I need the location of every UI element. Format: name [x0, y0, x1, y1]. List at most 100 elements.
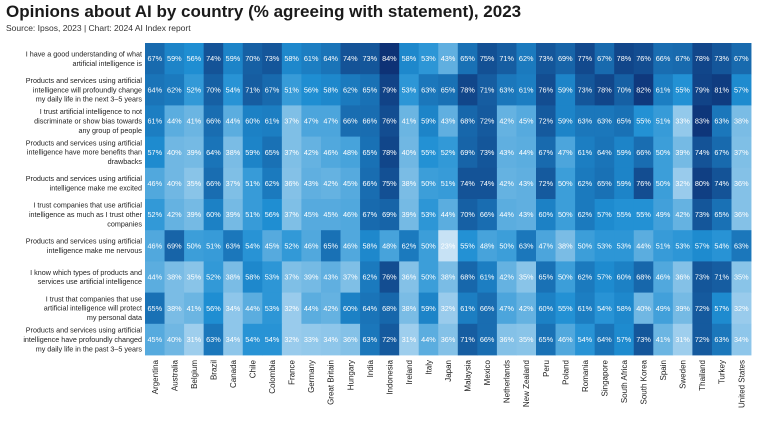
row-label-line: I trust that companies that use: [46, 294, 142, 303]
row-label: Products and services using artificial in…: [26, 174, 143, 192]
cell-value: 50%: [421, 273, 436, 282]
heatmap-cell: [418, 43, 439, 75]
cell-value: 74%: [206, 54, 221, 63]
cell-value: 63%: [499, 85, 514, 94]
heatmap-cell: [496, 261, 517, 293]
heatmap-cell: [281, 167, 302, 200]
heatmap-cell: [575, 323, 596, 356]
cell-value: 58%: [284, 54, 299, 63]
heatmap-cell: [594, 136, 615, 169]
heatmap-cell: [555, 43, 576, 75]
heatmap-cell: [496, 230, 517, 262]
cell-value: 50%: [558, 210, 573, 219]
cell-value: 40%: [167, 148, 182, 157]
heatmap-cell: [614, 43, 635, 75]
cell-value: 51%: [656, 117, 671, 126]
heatmap-cell: [418, 74, 439, 106]
heatmap-cell: [399, 136, 420, 169]
heatmap-cell: [418, 105, 439, 137]
cell-value: 66%: [480, 210, 495, 219]
cell-value: 60%: [206, 210, 221, 219]
cell-value: 40%: [167, 335, 182, 344]
column-label: Italy: [424, 360, 433, 375]
cell-value: 34%: [734, 335, 749, 344]
heatmap-cell: [320, 261, 341, 293]
cell-value: 44%: [441, 210, 456, 219]
heatmap-cell: [203, 43, 224, 75]
cell-value: 62%: [519, 54, 534, 63]
row-label-line: Products and services using artificial: [26, 138, 143, 147]
cell-value: 44%: [245, 304, 260, 313]
cell-value: 66%: [656, 54, 671, 63]
cell-value: 55%: [636, 117, 651, 126]
heatmap-cell: [594, 261, 615, 293]
cell-value: 59%: [226, 54, 241, 63]
cell-value: 73%: [480, 148, 495, 157]
cell-value: 70%: [617, 85, 632, 94]
heatmap-cell: [711, 136, 732, 169]
cell-value: 72%: [538, 179, 553, 188]
heatmap-cell: [711, 43, 732, 75]
heatmap-cell: [555, 74, 576, 106]
cell-value: 51%: [245, 179, 260, 188]
cell-value: 68%: [460, 273, 475, 282]
cell-value: 44%: [226, 117, 241, 126]
cell-value: 48%: [382, 241, 397, 250]
heatmap-cell: [203, 199, 224, 231]
cell-value: 79%: [695, 85, 710, 94]
heatmap-cell: [360, 292, 380, 325]
cell-value: 46%: [343, 241, 358, 250]
cell-value: 44%: [499, 210, 514, 219]
heatmap-cell: [320, 230, 341, 262]
heatmap-cell: [633, 230, 654, 262]
cell-value: 72%: [480, 117, 495, 126]
cell-value: 64%: [363, 304, 378, 313]
cell-value: 47%: [538, 241, 553, 250]
cell-value: 54%: [245, 335, 260, 344]
heatmap-cell: [418, 323, 439, 356]
heatmap-cell: [203, 261, 224, 293]
heatmap-cell: [653, 261, 674, 293]
cell-value: 61%: [578, 148, 593, 157]
heatmap-cell: [262, 136, 283, 169]
cell-value: 54%: [597, 304, 612, 313]
row-label-line: Products and services using artificial: [26, 237, 143, 246]
heatmap-cell: [320, 199, 341, 231]
cell-value: 36%: [343, 335, 358, 344]
cell-value: 65%: [363, 148, 378, 157]
heatmap-cell: [418, 136, 439, 169]
heatmap-cell: [223, 74, 244, 106]
heatmap-cell: [438, 167, 459, 200]
column-label: France: [288, 359, 297, 384]
heatmap-cell: [340, 230, 361, 262]
cell-value: 37%: [734, 148, 749, 157]
heatmap-cell: [438, 136, 459, 169]
heatmap-cell: [731, 74, 752, 106]
heatmap-cell: [262, 43, 283, 75]
cell-value: 56%: [304, 85, 319, 94]
cell-value: 58%: [323, 85, 338, 94]
heatmap-cell: [418, 261, 439, 293]
row-label-line: I trust companies that use artificial: [33, 201, 142, 210]
column-label: Chile: [249, 359, 258, 378]
cell-value: 61%: [304, 54, 319, 63]
cell-value: 71%: [245, 85, 260, 94]
heatmap-cell: [614, 292, 635, 325]
cell-value: 57%: [714, 304, 729, 313]
heatmap-cell: [242, 74, 263, 106]
cell-value: 48%: [480, 241, 495, 250]
row-label-line: discriminate or show bias towards: [34, 117, 142, 126]
cell-value: 36%: [734, 210, 749, 219]
column-label: Hungary: [346, 360, 355, 390]
cell-value: 57%: [597, 273, 612, 282]
column-label: Australia: [170, 359, 179, 391]
cell-value: 65%: [147, 304, 162, 313]
heatmap-cell: [242, 105, 263, 137]
heatmap-cell: [672, 323, 693, 356]
heatmap-cell: [320, 167, 341, 200]
cell-value: 65%: [617, 117, 632, 126]
heatmap-cell: [555, 230, 576, 262]
heatmap-cell: [164, 292, 185, 325]
cell-value: 62%: [402, 241, 417, 250]
cell-value: 43%: [519, 210, 534, 219]
